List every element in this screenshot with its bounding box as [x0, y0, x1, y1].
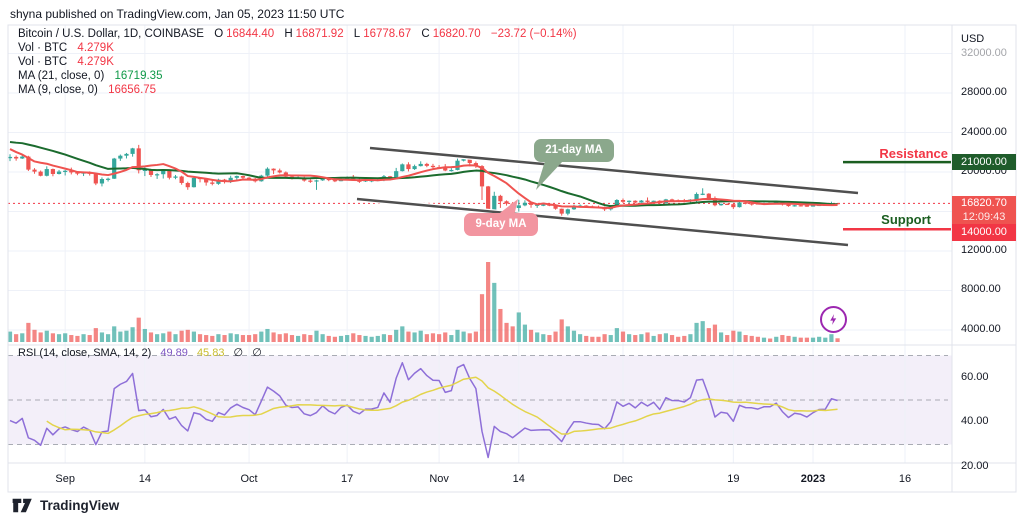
symbol-info-row: Bitcoin / U.S. Dollar, 1D, COINBASE O 168…	[18, 27, 577, 41]
ma21-callout[interactable]: 21-day MA	[534, 139, 614, 162]
time-axis-label: 14	[512, 473, 525, 485]
rsi-axis-label: 20.00	[961, 459, 989, 472]
rsi-upper-band-value: ∅	[233, 347, 244, 359]
volume-indicator-row-2: Vol · BTC 4.279K	[18, 55, 577, 69]
rsi-ma-value: 45.83	[196, 347, 225, 359]
ma21-indicator-row: MA (21, close, 0) 16719.35	[18, 69, 577, 83]
ma9-value: 16656.75	[108, 84, 157, 96]
volume-label[interactable]: Vol · BTC	[18, 42, 68, 54]
volume-value: 4.279K	[77, 42, 114, 54]
time-axis-label: 16	[898, 473, 912, 485]
rsi-lower-band-value: ∅	[252, 347, 262, 359]
tradingview-footer[interactable]: TradingView	[12, 497, 119, 514]
price-axis-label: 32000.00	[961, 46, 1007, 59]
price-axis-label: 8000.00	[961, 283, 1001, 296]
volume-indicator-row: Vol · BTC 4.279K	[18, 41, 577, 55]
time-axis-label: Sep	[55, 473, 75, 485]
resistance-price-badge: 21000.00	[952, 154, 1016, 170]
low-label: L	[353, 28, 361, 40]
price-axis-label: 12000.00	[961, 243, 1007, 256]
lightning-icon	[830, 314, 837, 325]
time-axis-label: Nov	[429, 473, 449, 485]
tradingview-brand-text: TradingView	[40, 498, 120, 513]
resistance-drawing-label[interactable]: Resistance	[879, 146, 948, 161]
high-label: H	[284, 28, 293, 40]
price-axis-currency-label: USD	[961, 33, 985, 45]
rsi-axis-label: 60.00	[961, 370, 989, 383]
time-axis-label: 2023	[800, 473, 826, 485]
change-value: −23.72 (−0.14%)	[490, 28, 577, 40]
time-axis-label: 19	[727, 473, 740, 485]
close-value: 16820.70	[432, 28, 481, 40]
support-price-badge: 14000.00	[952, 224, 1016, 241]
price-axis-label: 4000.00	[961, 322, 1001, 335]
chart-legend: Bitcoin / U.S. Dollar, 1D, COINBASE O 168…	[18, 27, 577, 97]
volume-value-2: 4.279K	[77, 56, 114, 68]
ma9-callout[interactable]: 9-day MA	[464, 213, 538, 236]
time-axis-label: Oct	[240, 473, 258, 485]
ma21-label[interactable]: MA (21, close, 0)	[18, 70, 105, 82]
last-price-badge: 16820.70 12:09:43	[952, 196, 1016, 224]
low-value: 16778.67	[363, 28, 412, 40]
open-value: 16844.40	[226, 28, 275, 40]
time-axis-label: 14	[138, 473, 151, 485]
ma21-value: 16719.35	[114, 70, 163, 82]
quick-trade-button[interactable]	[820, 306, 847, 333]
price-axis-label: 24000.00	[961, 125, 1007, 138]
rsi-label[interactable]: RSI (14, close, SMA, 14, 2)	[18, 347, 152, 359]
high-value: 16871.92	[295, 28, 344, 40]
last-price-value: 16820.70	[961, 197, 1007, 209]
bar-countdown: 12:09:43	[962, 211, 1006, 223]
rsi-legend: RSI (14, close, SMA, 14, 2) 49.89 45.83 …	[18, 346, 262, 359]
symbol-title[interactable]: Bitcoin / U.S. Dollar, 1D, COINBASE	[18, 28, 204, 40]
time-axis-label: Dec	[613, 473, 633, 485]
ma9-indicator-row: MA (9, close, 0) 16656.75	[18, 83, 577, 97]
tradingview-logo-icon	[12, 498, 32, 513]
volume-label-2[interactable]: Vol · BTC	[18, 56, 68, 68]
support-drawing-label[interactable]: Support	[881, 212, 931, 227]
price-axis-label: 28000.00	[961, 86, 1007, 99]
close-label: C	[421, 28, 430, 40]
rsi-axis-label: 40.00	[961, 415, 989, 428]
rsi-value: 49.89	[160, 347, 188, 359]
open-label: O	[214, 28, 224, 40]
attribution-text: shyna published on TradingView.com, Jan …	[10, 7, 345, 21]
time-axis-label: 17	[341, 473, 354, 485]
ma9-label[interactable]: MA (9, close, 0)	[18, 84, 98, 96]
